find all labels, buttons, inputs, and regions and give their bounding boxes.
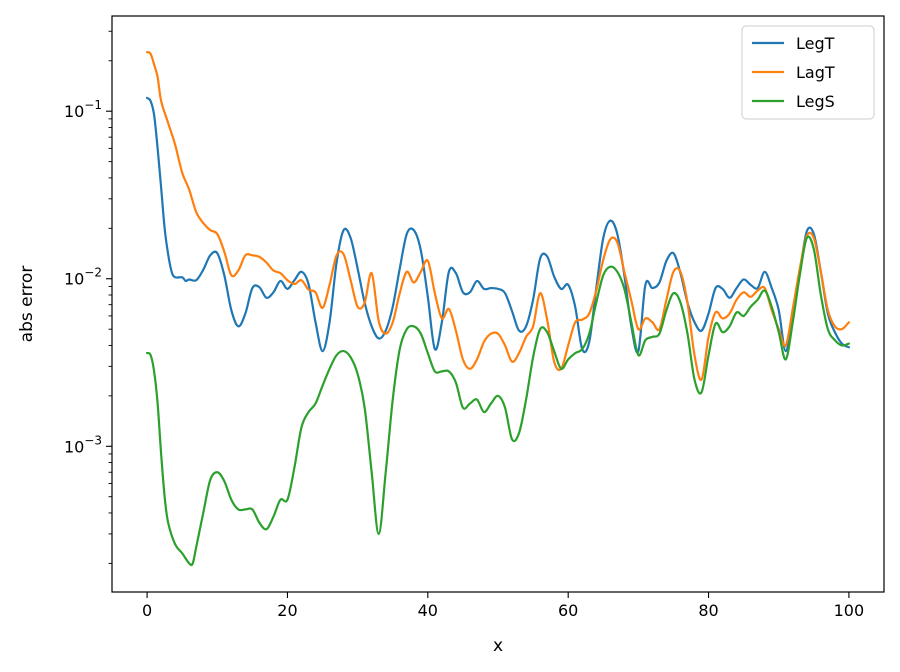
plot-frame <box>111 15 885 593</box>
y-tick-label: 10−2 <box>64 266 102 289</box>
series-layer <box>145 51 851 567</box>
y-axis-label: abs error <box>17 266 37 343</box>
y-tick-label: 10−1 <box>64 98 102 121</box>
y-tick-label: 10−3 <box>64 433 102 456</box>
x-tick-label: 80 <box>698 601 718 620</box>
x-tick-label: 40 <box>418 601 438 620</box>
y-axis: 10−1 10−2 10−3 <box>64 30 112 564</box>
x-axis: 0 20 40 60 80 100 <box>142 592 864 620</box>
x-tick-label: 20 <box>277 601 297 620</box>
legend-box <box>741 25 875 120</box>
x-tick-label: 60 <box>558 601 578 620</box>
series-line-legs <box>145 235 851 567</box>
x-tick-label: 0 <box>142 601 152 620</box>
legend: LegT LagT LegS <box>741 25 875 120</box>
x-axis-label: x <box>493 636 503 656</box>
series-line-legt <box>145 96 851 354</box>
legend-label-legs: LegS <box>796 92 835 111</box>
series-line-lagt <box>145 51 851 382</box>
x-tick-label: 100 <box>834 601 865 620</box>
legend-label-legt: LegT <box>796 34 835 53</box>
legend-label-lagt: LagT <box>796 63 835 82</box>
